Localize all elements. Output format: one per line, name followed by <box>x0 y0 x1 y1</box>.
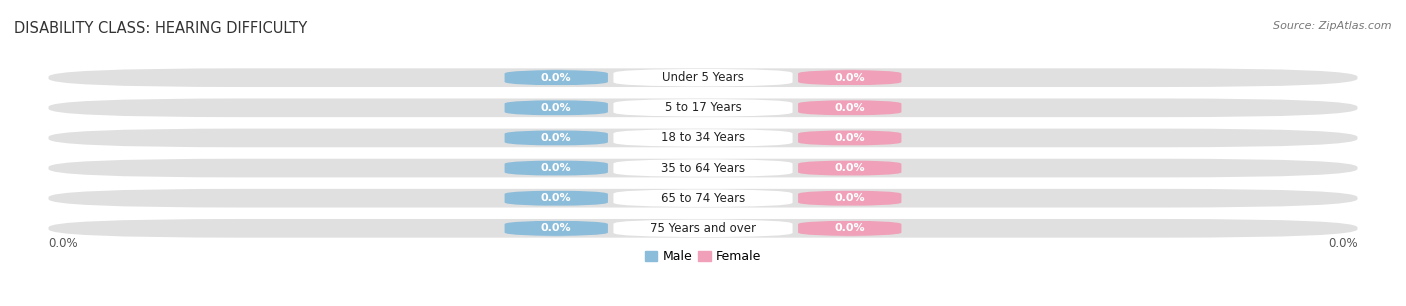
Text: 5 to 17 Years: 5 to 17 Years <box>665 101 741 114</box>
FancyBboxPatch shape <box>505 100 607 116</box>
Text: 0.0%: 0.0% <box>541 133 572 143</box>
Text: 0.0%: 0.0% <box>48 237 79 250</box>
FancyBboxPatch shape <box>799 70 901 85</box>
FancyBboxPatch shape <box>48 219 1358 238</box>
FancyBboxPatch shape <box>799 190 901 206</box>
Text: DISABILITY CLASS: HEARING DIFFICULTY: DISABILITY CLASS: HEARING DIFFICULTY <box>14 21 308 36</box>
Text: 0.0%: 0.0% <box>541 163 572 173</box>
Text: Under 5 Years: Under 5 Years <box>662 71 744 84</box>
FancyBboxPatch shape <box>799 100 901 116</box>
Text: 0.0%: 0.0% <box>834 193 865 203</box>
Text: 35 to 64 Years: 35 to 64 Years <box>661 162 745 174</box>
FancyBboxPatch shape <box>505 221 607 236</box>
FancyBboxPatch shape <box>613 189 793 207</box>
FancyBboxPatch shape <box>48 99 1358 117</box>
Text: 0.0%: 0.0% <box>541 73 572 83</box>
FancyBboxPatch shape <box>613 69 793 86</box>
FancyBboxPatch shape <box>48 68 1358 87</box>
Text: Source: ZipAtlas.com: Source: ZipAtlas.com <box>1274 21 1392 32</box>
Text: 0.0%: 0.0% <box>834 103 865 113</box>
Text: 75 Years and over: 75 Years and over <box>650 222 756 235</box>
Text: 0.0%: 0.0% <box>834 73 865 83</box>
FancyBboxPatch shape <box>48 189 1358 207</box>
Text: 0.0%: 0.0% <box>541 193 572 203</box>
FancyBboxPatch shape <box>48 159 1358 177</box>
Text: 0.0%: 0.0% <box>541 103 572 113</box>
FancyBboxPatch shape <box>48 129 1358 147</box>
Text: 65 to 74 Years: 65 to 74 Years <box>661 192 745 205</box>
FancyBboxPatch shape <box>505 190 607 206</box>
FancyBboxPatch shape <box>505 70 607 85</box>
FancyBboxPatch shape <box>505 160 607 176</box>
FancyBboxPatch shape <box>505 130 607 146</box>
Text: 18 to 34 Years: 18 to 34 Years <box>661 132 745 144</box>
Text: 0.0%: 0.0% <box>834 223 865 233</box>
Text: 0.0%: 0.0% <box>1327 237 1358 250</box>
Text: 0.0%: 0.0% <box>541 223 572 233</box>
Text: 0.0%: 0.0% <box>834 163 865 173</box>
FancyBboxPatch shape <box>799 160 901 176</box>
FancyBboxPatch shape <box>613 99 793 117</box>
Legend: Male, Female: Male, Female <box>640 245 766 268</box>
FancyBboxPatch shape <box>613 159 793 177</box>
Text: 0.0%: 0.0% <box>834 133 865 143</box>
FancyBboxPatch shape <box>799 130 901 146</box>
FancyBboxPatch shape <box>613 220 793 237</box>
FancyBboxPatch shape <box>613 129 793 147</box>
FancyBboxPatch shape <box>799 221 901 236</box>
